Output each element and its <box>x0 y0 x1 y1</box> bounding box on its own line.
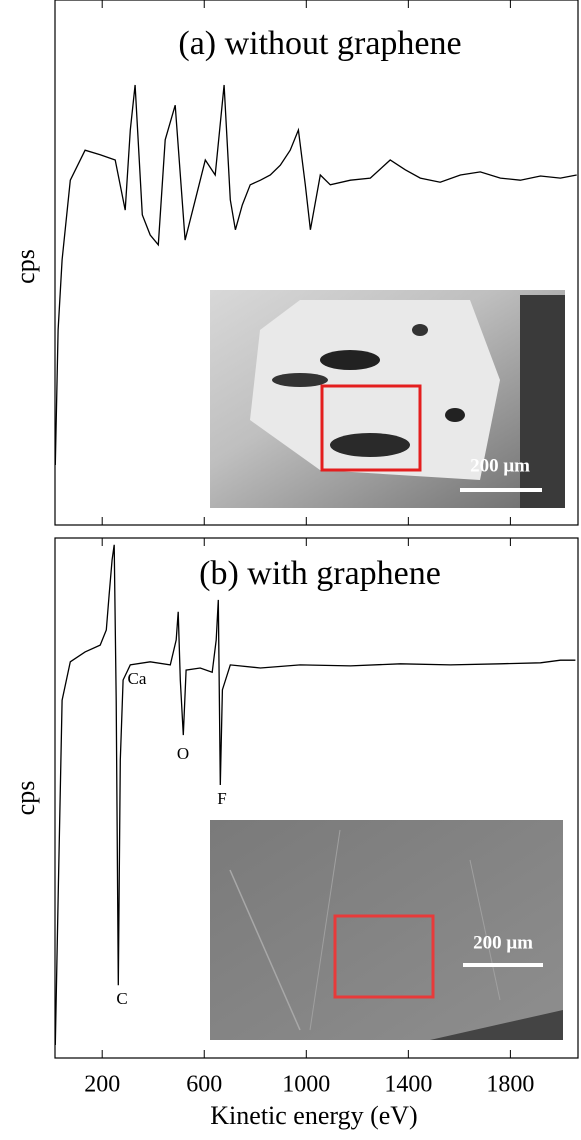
plot-frame <box>54 537 579 1059</box>
scale-bar-label: 200 μm <box>470 455 530 476</box>
x-tick-label: 1400 <box>384 1072 432 1098</box>
inset-image <box>210 290 565 508</box>
x-tick-label: 1800 <box>486 1072 534 1098</box>
peak-label: Ca <box>128 669 147 688</box>
scale-bar-label: 200 μm <box>473 932 533 953</box>
peak-label: C <box>116 989 127 1008</box>
x-axis-label: Kinetic energy (eV) <box>210 1101 417 1130</box>
y-axis-label: cps <box>11 781 40 816</box>
x-tick-label: 1000 <box>282 1072 330 1098</box>
peak-label: F <box>217 789 226 808</box>
inset-image <box>210 820 563 1040</box>
x-tick-label: 200 <box>84 1072 120 1098</box>
spectrum-line <box>54 544 576 1046</box>
x-tick-label: 600 <box>186 1072 222 1098</box>
spectrum-line <box>54 84 577 466</box>
plot-frame <box>54 0 579 526</box>
panel-title: (b) with graphene <box>199 555 441 592</box>
panel-title: (a) without graphene <box>178 25 461 62</box>
peak-label: O <box>177 744 189 763</box>
y-axis-label: cps <box>11 249 40 284</box>
